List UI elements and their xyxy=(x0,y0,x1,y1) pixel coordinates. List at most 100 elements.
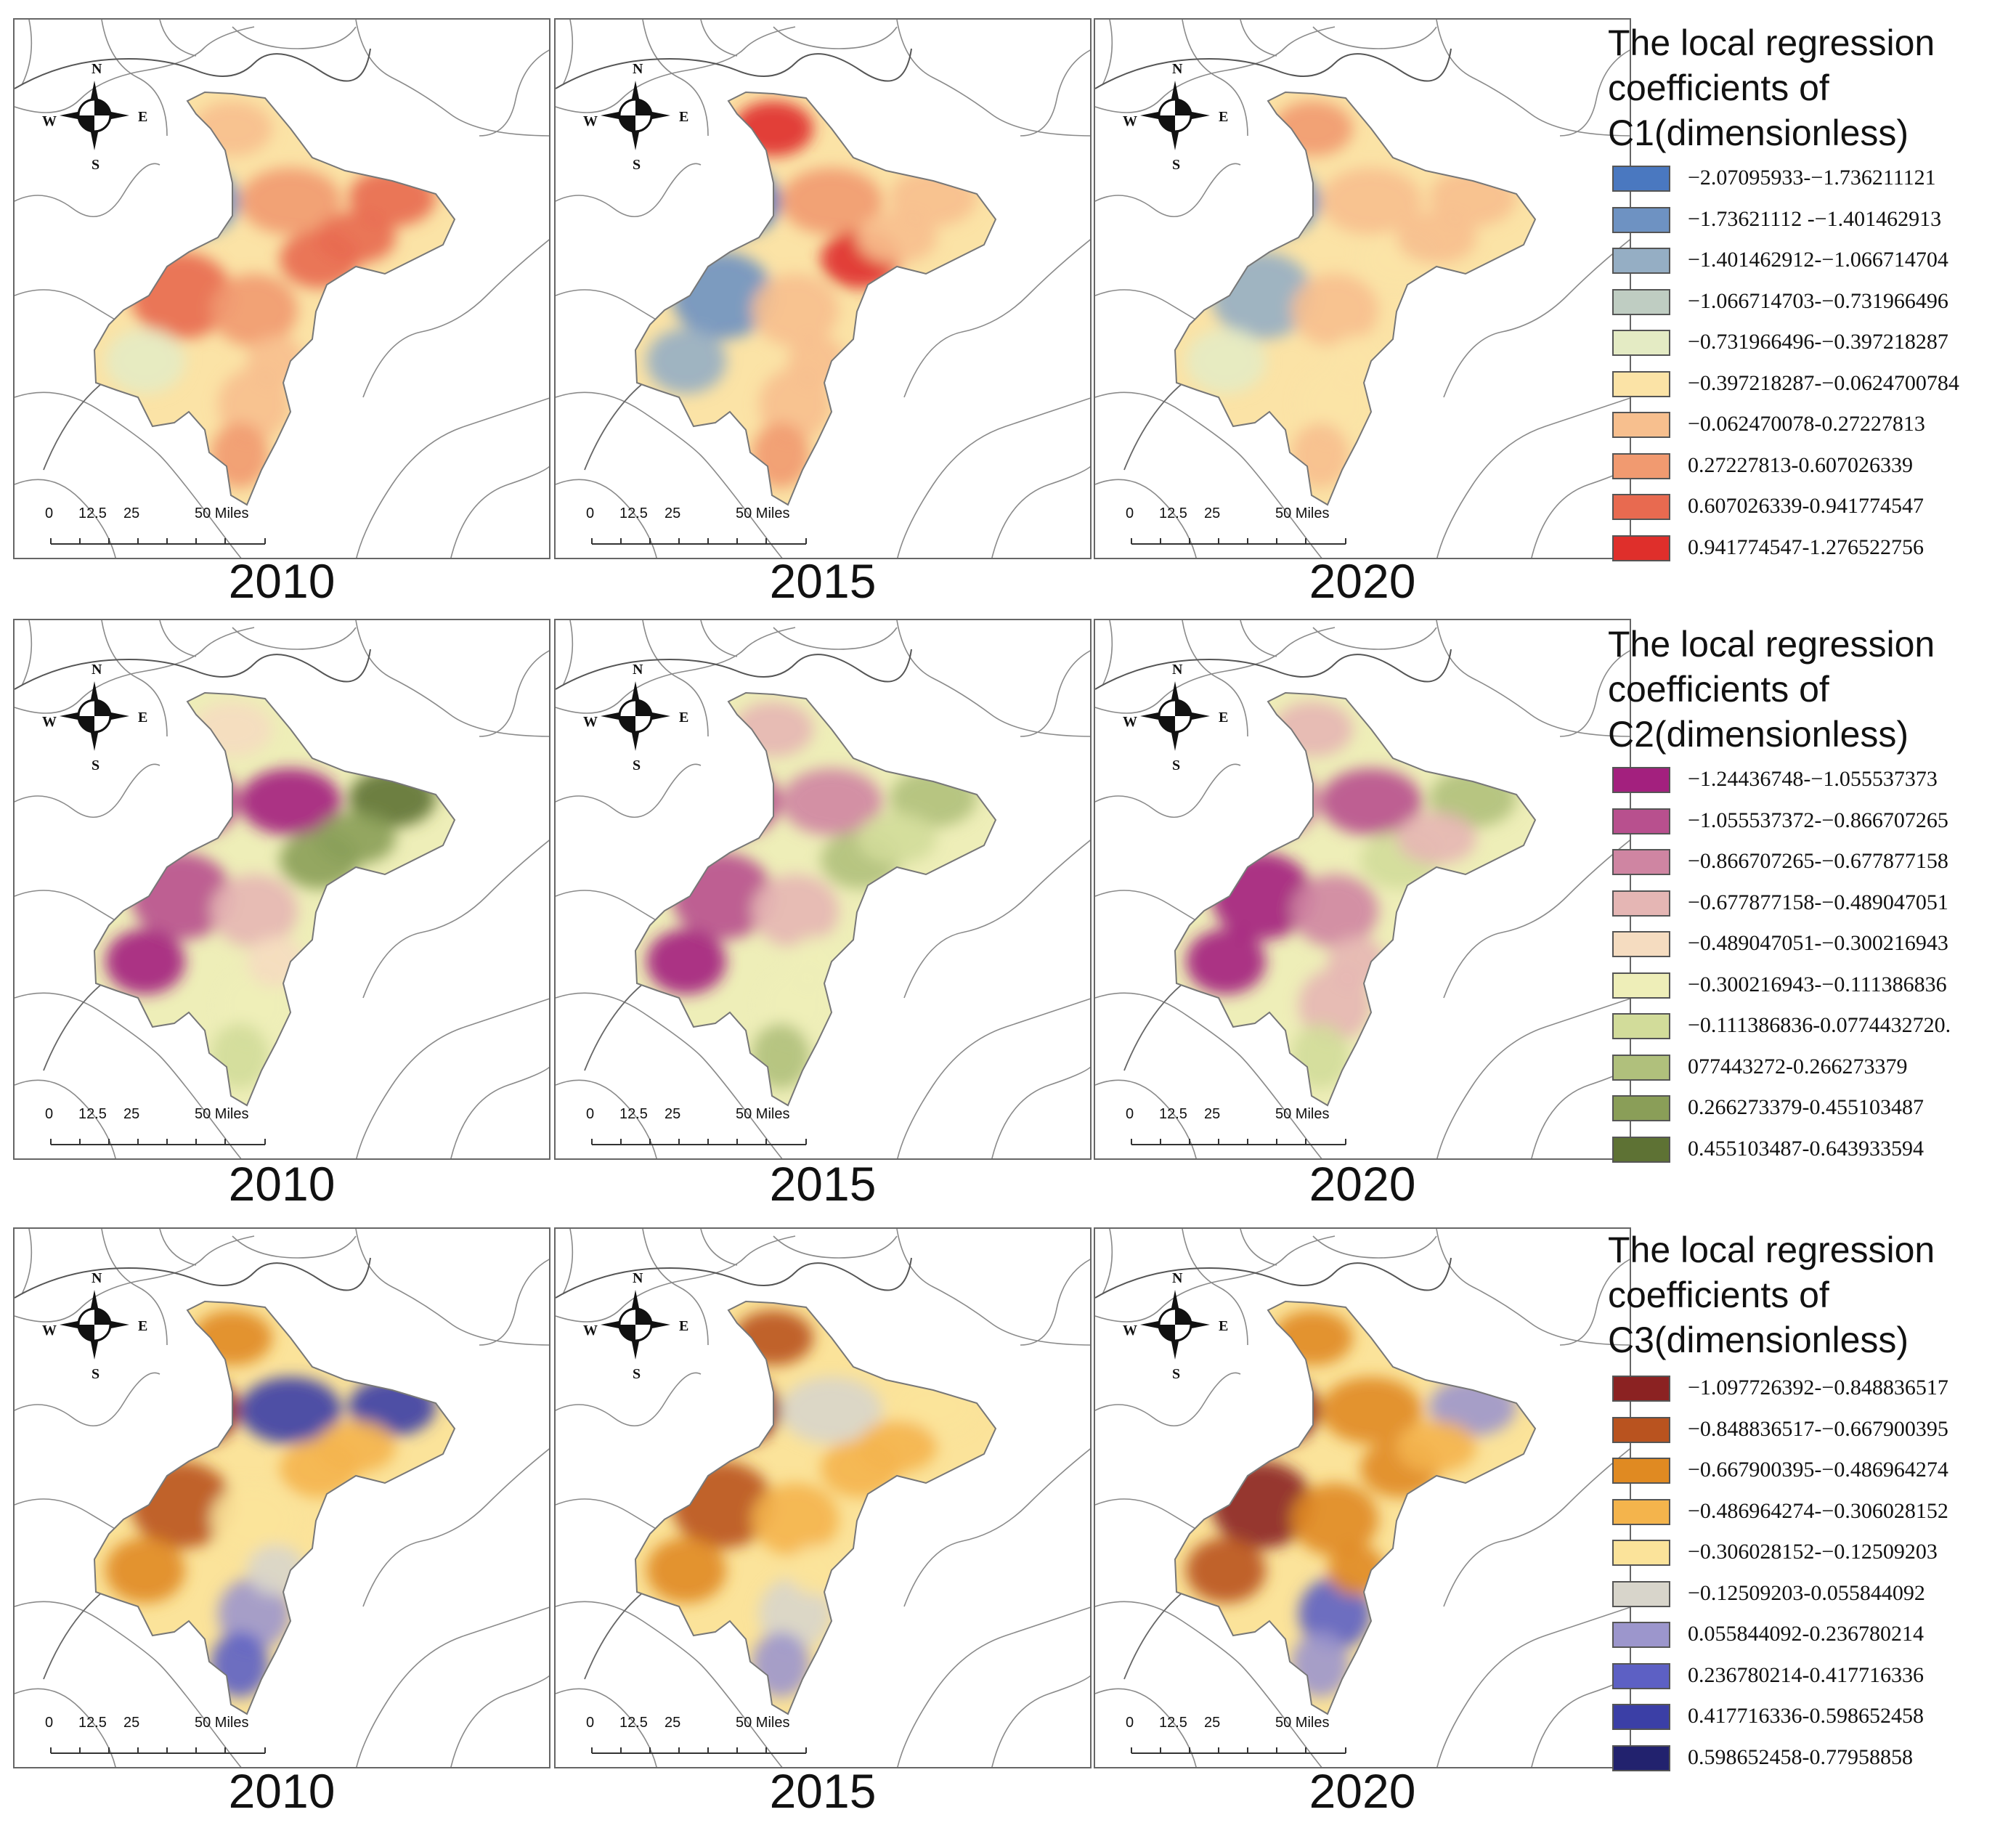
coefficient-zone xyxy=(1291,423,1349,488)
coefficient-zone xyxy=(759,368,832,441)
compass-label-e: E xyxy=(138,1318,147,1334)
scale-label: 50 Miles xyxy=(736,1715,789,1731)
compass-label-s: S xyxy=(633,1366,641,1382)
scale-label: 12.5 xyxy=(78,1715,107,1731)
coefficient-zone xyxy=(316,1421,396,1473)
legend-item: −1.24436748-−1.055537373 xyxy=(1612,763,2016,799)
legend-swatch xyxy=(1612,494,1670,520)
compass-rose-icon: N S E W xyxy=(583,61,688,173)
coefficient-zone xyxy=(316,812,396,864)
coefficient-zone xyxy=(192,1310,272,1365)
coefficient-surface xyxy=(94,1301,455,1714)
legend-label: −0.731966496-−0.397218287 xyxy=(1688,330,1948,354)
coefficient-zone xyxy=(1328,1545,1386,1596)
coefficient-zone xyxy=(733,101,813,156)
map-panel-c3-2020: N S E W 0 12.5 25 50 Miles xyxy=(1094,1227,1631,1768)
compass-label-w: W xyxy=(583,714,598,730)
legend-label: 0.236780214-0.417716336 xyxy=(1688,1662,1924,1687)
legend-label: −1.066714703-−0.731966496 xyxy=(1688,288,1948,313)
coefficient-zone xyxy=(788,1545,846,1596)
legend-label: −1.097726392-−0.848836517 xyxy=(1688,1376,1948,1400)
coefficient-zone xyxy=(1291,1483,1378,1556)
coefficient-zone xyxy=(646,1537,726,1603)
compass-label-n: N xyxy=(633,1270,643,1286)
compass-label-w: W xyxy=(583,113,598,129)
coefficient-zone xyxy=(1328,936,1386,987)
legend-swatch xyxy=(1612,1744,1670,1771)
coefficient-zone xyxy=(211,1023,269,1089)
year-label: 2010 xyxy=(228,1157,336,1211)
coefficient-zone xyxy=(1273,101,1353,156)
legend-swatch xyxy=(1612,890,1670,917)
scale-label: 50 Miles xyxy=(1275,1106,1329,1122)
compass-label-w: W xyxy=(42,1323,57,1338)
legend-swatch xyxy=(1612,1136,1670,1163)
scale-label: 25 xyxy=(123,1106,139,1122)
legend-item: −0.489047051-−0.300216943 xyxy=(1612,927,2016,963)
year-label: 2020 xyxy=(1309,1157,1416,1211)
scale-bar: 0 12.5 25 50 Miles xyxy=(45,1106,266,1145)
coefficient-zone xyxy=(781,768,882,835)
compass-rose-icon: N S E W xyxy=(1123,61,1228,173)
legend-swatch xyxy=(1612,1704,1670,1730)
legend-title-c1: The local regression coefficients of C1(di… xyxy=(1608,20,2015,155)
legend-item: −1.401462912-−1.066714704 xyxy=(1612,243,2016,280)
compass-label-w: W xyxy=(1123,113,1137,129)
coefficient-zone xyxy=(646,328,726,394)
compass-label-w: W xyxy=(1123,1323,1137,1338)
coefficient-zone xyxy=(1397,812,1476,864)
legend-label: −1.24436748-−1.055537373 xyxy=(1688,767,1938,791)
coefficient-zone xyxy=(646,929,726,994)
legend-label: −0.306028152-−0.12509203 xyxy=(1688,1540,1938,1564)
compass-label-e: E xyxy=(1219,1318,1228,1334)
legend-item: −0.306028152-−0.12509203 xyxy=(1612,1535,2016,1572)
legend-title-line: The local regression xyxy=(1608,624,1935,665)
legend-swatch xyxy=(1612,288,1670,315)
legend-item: 0.455103487-0.643933594 xyxy=(1612,1132,2016,1169)
map-panel-c3-2015: N S E W 0 12.5 25 50 Miles xyxy=(554,1227,1092,1768)
coefficient-zone xyxy=(1320,1377,1422,1444)
legend-title-c2: The local regression coefficients of C2(di… xyxy=(1608,622,2015,757)
coefficient-zone xyxy=(218,969,290,1041)
legend-item: 0.598652458-0.77958858 xyxy=(1612,1741,2016,1777)
compass-label-n: N xyxy=(92,61,102,77)
legend-swatch xyxy=(1612,370,1670,397)
legend-item: −0.300216943-−0.111386836 xyxy=(1612,968,2016,1004)
scale-bar: 0 12.5 25 50 Miles xyxy=(45,1715,266,1754)
legend-swatch xyxy=(1612,166,1670,192)
coefficient-zone xyxy=(1186,1537,1266,1603)
compass-label-e: E xyxy=(1219,710,1228,726)
legend-item: 0.607026339-0.941774547 xyxy=(1612,490,2016,526)
legend-item: −0.397218287-−0.0624700784 xyxy=(1612,367,2016,403)
scale-bar: 0 12.5 25 50 Miles xyxy=(1126,1106,1346,1145)
scale-label: 12.5 xyxy=(1159,1106,1187,1122)
legend-item: −2.07095933-−1.736211121 xyxy=(1612,161,2016,198)
legend-swatch xyxy=(1612,1622,1670,1648)
coefficient-zone xyxy=(1291,874,1378,947)
compass-label-s: S xyxy=(633,757,641,773)
legend-swatch xyxy=(1612,1458,1670,1484)
legend-title-line: coefficients of xyxy=(1608,669,1829,710)
legend-swatch xyxy=(1612,1540,1670,1566)
legend-label: −1.055537372-−0.866707265 xyxy=(1688,808,1948,832)
legend-label: −1.401462912-−1.066714704 xyxy=(1688,248,1948,272)
compass-label-e: E xyxy=(1219,109,1228,125)
legend-item: −0.677877158-−0.489047051 xyxy=(1612,886,2016,922)
legend-item: −0.062470078-0.27227813 xyxy=(1612,407,2016,444)
compass-label-e: E xyxy=(138,710,147,726)
scale-label: 0 xyxy=(45,1715,53,1731)
legend-item: 0.266273379-0.455103487 xyxy=(1612,1091,2016,1127)
coefficient-surface xyxy=(1175,693,1535,1105)
coefficient-zone xyxy=(759,969,832,1041)
legend-title-line: coefficients of xyxy=(1608,68,1829,108)
legend-item: −0.12509203-0.055844092 xyxy=(1612,1577,2016,1613)
compass-rose-icon: N S E W xyxy=(583,1270,688,1382)
map-panel-c2-2020: N S E W 0 12.5 25 50 Miles xyxy=(1094,619,1631,1160)
coefficient-zone xyxy=(1291,1023,1349,1089)
scale-label: 12.5 xyxy=(1159,1715,1187,1731)
legend-title-line: C2(dimensionless) xyxy=(1608,714,1909,755)
coefficient-zone xyxy=(752,1483,839,1556)
compass-label-e: E xyxy=(679,710,688,726)
legend-label: 0.27227813-0.607026339 xyxy=(1688,452,1913,477)
coefficient-zone xyxy=(857,211,937,264)
